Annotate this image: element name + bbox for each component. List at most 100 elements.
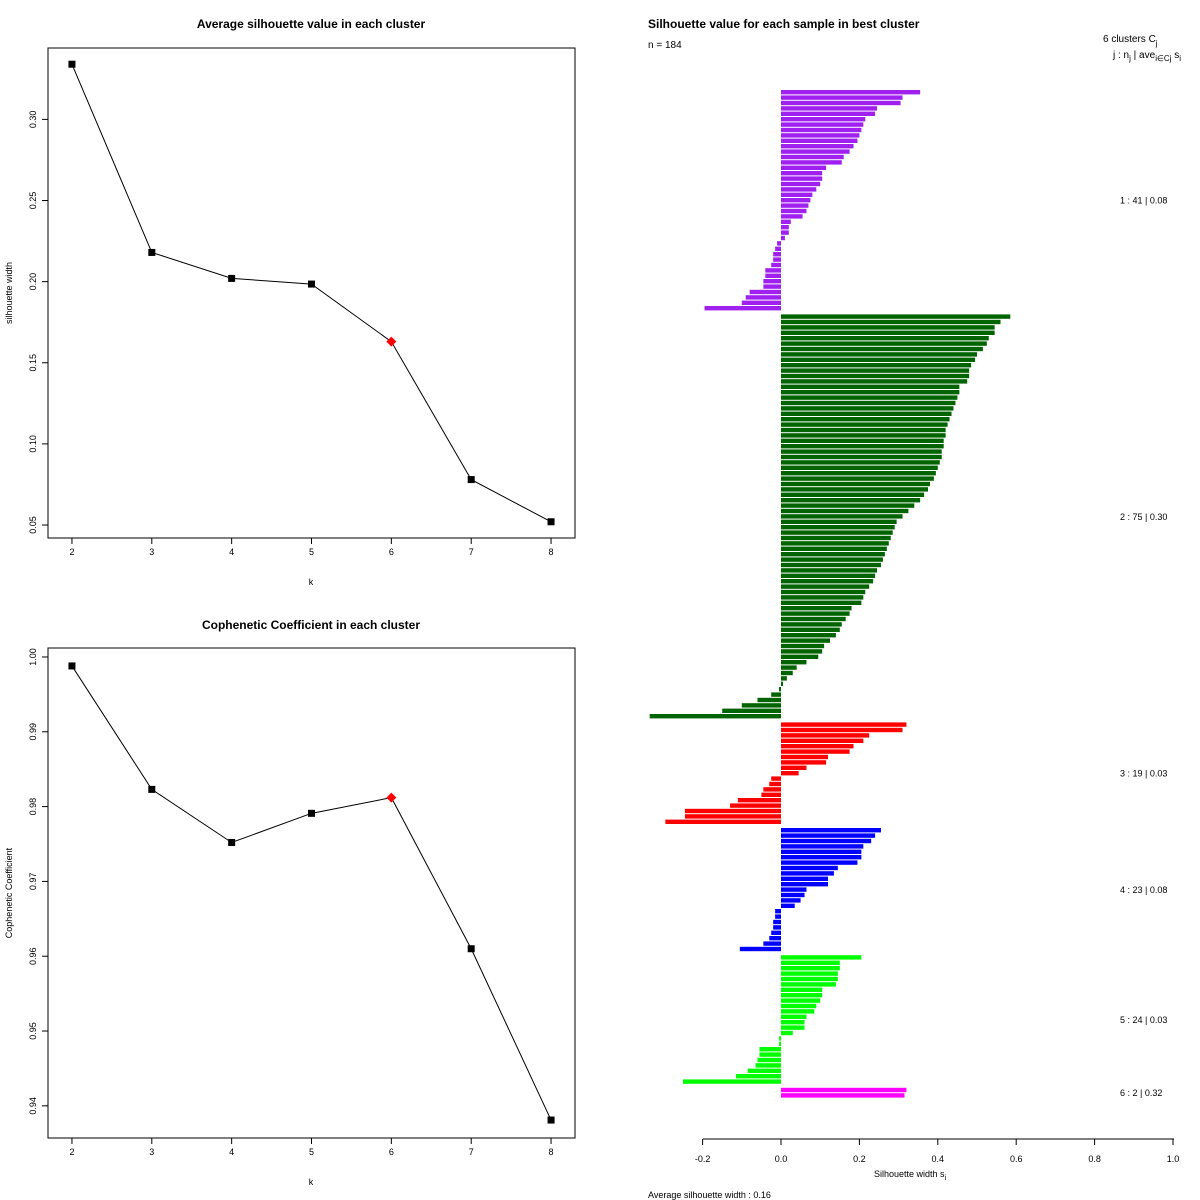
silhouette-bar	[781, 887, 807, 892]
silhouette-bar	[781, 235, 785, 241]
silhouette-bar	[781, 838, 872, 844]
x-tick-label: 0.6	[1010, 1154, 1023, 1164]
silhouette-bar	[781, 1014, 807, 1019]
silhouette-bar	[761, 792, 781, 797]
cluster-label: 6 : 2 | 0.32	[1120, 1088, 1162, 1098]
silhouette-bar	[781, 373, 970, 379]
silhouette-bar	[781, 595, 864, 600]
silhouette-bar	[781, 341, 987, 346]
silhouette-bar	[781, 1025, 805, 1030]
silhouette-bar	[781, 100, 901, 106]
silhouette-bar	[781, 622, 842, 627]
y-tick-label: 0.96	[28, 947, 38, 965]
silhouette-bar	[769, 781, 781, 787]
y-tick-label: 1.00	[28, 648, 38, 666]
cluster-label: 1 : 41 | 0.08	[1120, 196, 1167, 206]
silhouette-bar	[781, 214, 803, 219]
x-tick-label: 5	[309, 1147, 314, 1157]
avg-silhouette-x-axis: 2 3 4 5 6 7 8	[69, 538, 554, 557]
data-point	[228, 274, 236, 282]
silhouette-bar	[781, 541, 889, 546]
y-tick-label: 0.95	[28, 1022, 38, 1040]
silhouette-bar	[781, 727, 903, 733]
silhouette-bar	[781, 998, 821, 1003]
avg-silhouette-y-label: silhouette width	[4, 262, 14, 324]
series-line	[71, 64, 552, 523]
silhouette-bar	[781, 192, 813, 197]
silhouette-bar	[781, 111, 876, 116]
y-tick-label: 0.05	[28, 516, 38, 534]
silhouette-bar	[781, 600, 862, 605]
highlight-point	[386, 336, 397, 347]
silhouette-bar	[781, 546, 887, 551]
silhouette-bar	[781, 898, 801, 903]
silhouette-bar	[781, 660, 807, 665]
data-point	[467, 476, 475, 484]
silhouette-bar	[781, 219, 791, 224]
cophenetic-y-axis: 0.94 0.95 0.96 0.97 0.98 0.99 1.00	[28, 648, 48, 1115]
cophenetic-x-label: k	[309, 1177, 314, 1187]
silhouette-bar	[741, 300, 781, 305]
silhouette-title: Silhouette value for each sample in best…	[648, 17, 920, 31]
silhouette-bar	[781, 95, 903, 100]
silhouette-bar	[781, 733, 870, 738]
silhouette-bar	[781, 498, 921, 503]
silhouette-bar	[773, 257, 781, 262]
silhouette-bar	[781, 525, 895, 530]
silhouette-bar	[763, 787, 781, 792]
silhouette-bar	[781, 833, 876, 838]
silhouette-bars	[649, 90, 1011, 1098]
silhouette-bar	[781, 336, 989, 341]
silhouette-bar	[781, 849, 862, 854]
data-point	[148, 785, 156, 793]
silhouette-bar	[781, 165, 827, 170]
silhouette-bar	[781, 160, 842, 165]
silhouette-bar	[781, 503, 915, 508]
x-tick-label: 3	[149, 1147, 154, 1157]
silhouette-bar	[781, 171, 823, 176]
silhouette-bar	[771, 262, 781, 268]
x-tick-label: 1.0	[1167, 1154, 1180, 1164]
silhouette-bar	[781, 722, 907, 727]
cluster-label: 4 : 23 | 0.08	[1120, 885, 1167, 895]
silhouette-bar	[781, 406, 954, 411]
silhouette-legend-title: 6 clusters Cj	[1103, 34, 1158, 48]
silhouette-bar	[775, 246, 781, 251]
silhouette-bar	[781, 384, 960, 389]
silhouette-bar	[781, 1093, 905, 1098]
silhouette-bar	[781, 865, 838, 871]
silhouette-bar	[781, 127, 862, 133]
silhouette-bar	[781, 1020, 805, 1025]
x-tick-label: -0.2	[695, 1154, 711, 1164]
silhouette-bar	[781, 400, 956, 406]
silhouette-bar	[741, 703, 781, 708]
silhouette-bar	[763, 284, 781, 289]
silhouette-bar	[781, 535, 891, 541]
silhouette-bar	[781, 319, 1001, 325]
silhouette-bar	[779, 687, 781, 692]
x-tick-label: 0.2	[853, 1154, 866, 1164]
silhouette-bar	[781, 106, 878, 111]
silhouette-bar	[747, 1068, 781, 1073]
silhouette-bar	[781, 530, 893, 535]
silhouette-bar	[759, 1052, 781, 1057]
silhouette-bar	[781, 552, 885, 557]
x-tick-label: 6	[389, 1147, 394, 1157]
silhouette-bar	[757, 697, 781, 703]
silhouette-bar	[781, 681, 783, 686]
silhouette-bar	[781, 855, 862, 860]
silhouette-bar	[781, 476, 934, 481]
series-line	[71, 665, 552, 1121]
x-tick-label: 4	[229, 1147, 234, 1157]
silhouette-bar	[684, 808, 781, 814]
cluster-label: 3 : 19 | 0.03	[1120, 769, 1167, 779]
silhouette-bar	[684, 814, 781, 819]
silhouette-bar	[781, 492, 925, 497]
silhouette-bar	[781, 203, 809, 208]
data-point	[228, 839, 236, 847]
x-tick-label: 7	[469, 547, 474, 557]
silhouette-bar	[781, 760, 827, 765]
silhouette-bar	[775, 914, 781, 919]
silhouette-bar	[781, 882, 829, 887]
silhouette-bar	[777, 241, 781, 246]
